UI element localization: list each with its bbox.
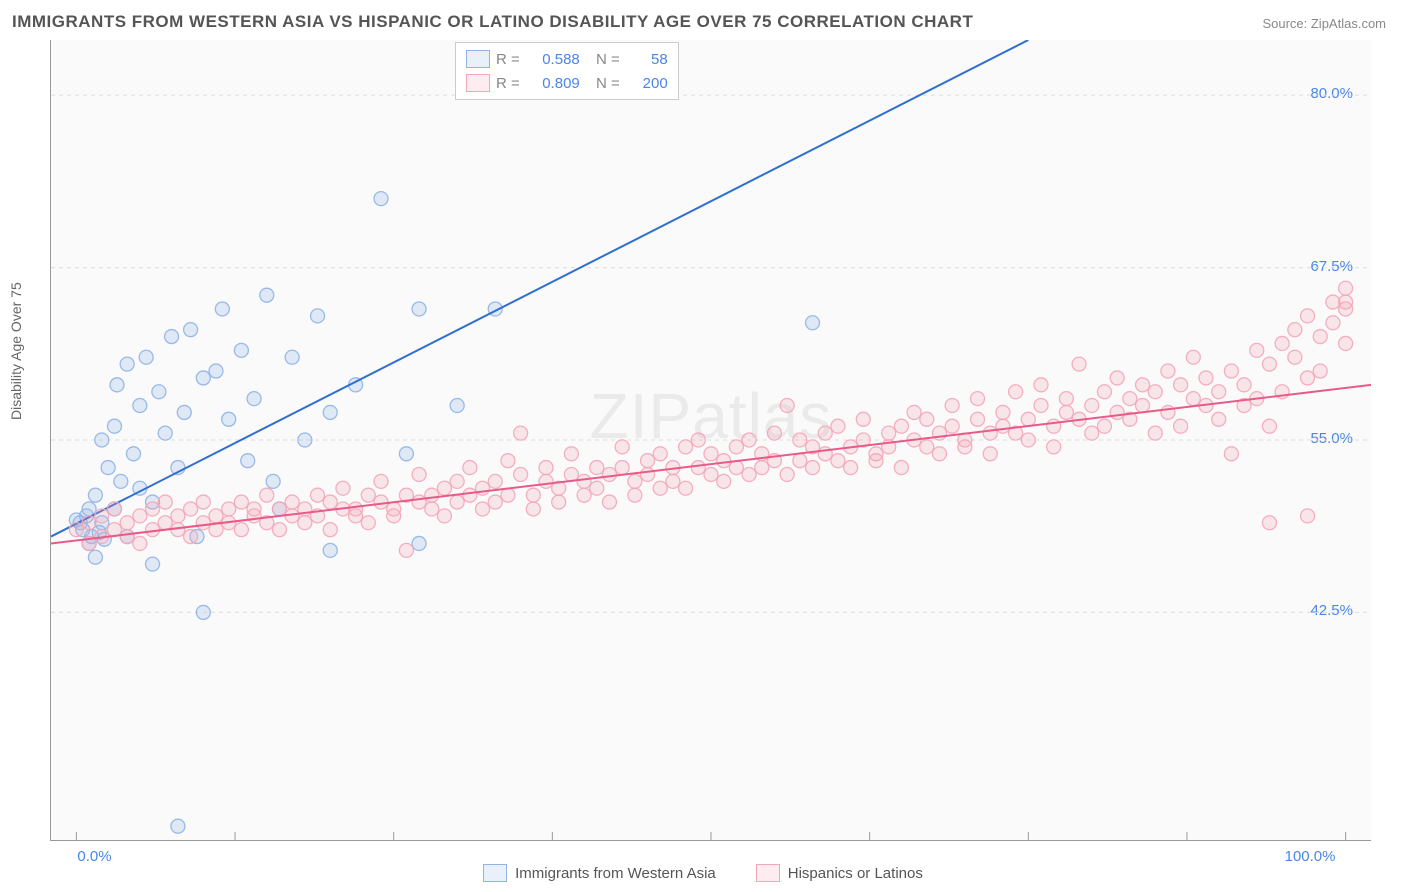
legend-item-hispanic: Hispanics or Latinos — [756, 864, 923, 882]
legend-item-western_asia: Immigrants from Western Asia — [483, 864, 716, 882]
n-value: 58 — [626, 51, 668, 68]
series-legend: Immigrants from Western Asia Hispanics or… — [0, 864, 1406, 886]
legend-swatch — [483, 864, 507, 882]
legend-row-western_asia: R = 0.588 N = 58 — [466, 47, 668, 71]
source-attribution: Source: ZipAtlas.com — [1262, 16, 1386, 31]
legend-label: Immigrants from Western Asia — [515, 865, 716, 882]
r-label: R = — [496, 51, 520, 68]
chart-container: IMMIGRANTS FROM WESTERN ASIA VS HISPANIC… — [0, 0, 1406, 892]
legend-swatch — [756, 864, 780, 882]
x-tick-label: 100.0% — [1285, 848, 1336, 865]
legend-swatch — [466, 50, 490, 68]
n-value: 200 — [626, 75, 668, 92]
legend-row-hispanic: R = 0.809 N = 200 — [466, 71, 668, 95]
legend-swatch — [466, 74, 490, 92]
x-tick-label: 0.0% — [77, 848, 111, 865]
n-label: N = — [596, 51, 620, 68]
plot-area: ZIPatlas 42.5%55.0%67.5%80.0% — [50, 40, 1371, 841]
legend-label: Hispanics or Latinos — [788, 865, 923, 882]
r-value: 0.588 — [526, 51, 580, 68]
correlation-legend: R = 0.588 N = 58 R = 0.809 N = 200 — [455, 42, 679, 100]
r-value: 0.809 — [526, 75, 580, 92]
r-label: R = — [496, 75, 520, 92]
chart-title: IMMIGRANTS FROM WESTERN ASIA VS HISPANIC… — [12, 12, 973, 32]
n-label: N = — [596, 75, 620, 92]
scatter-svg — [51, 40, 1371, 840]
y-axis-label: Disability Age Over 75 — [8, 282, 24, 420]
